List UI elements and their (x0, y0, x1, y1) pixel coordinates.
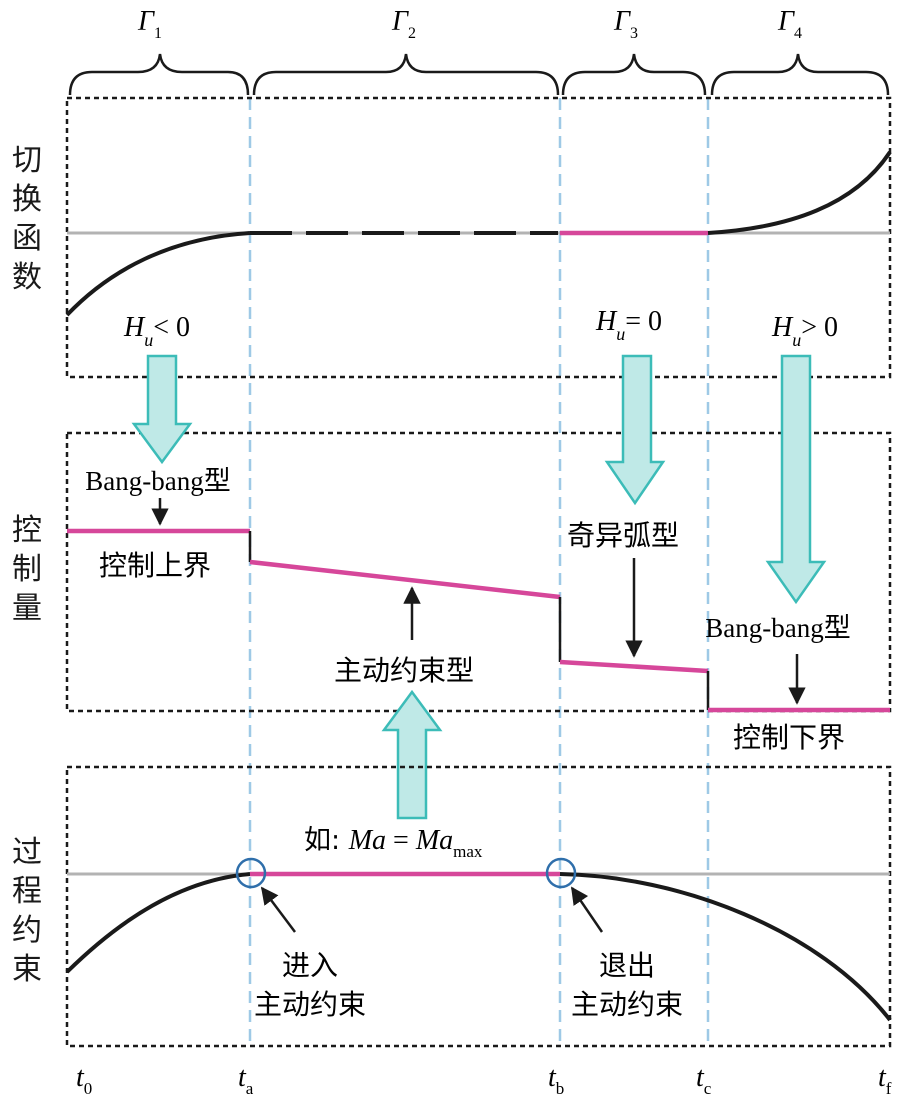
control-panel: 控 制 量 Bang-bang型 控制上界 主动约束型 奇异弧型 Bang-ba… (12, 431, 892, 754)
label-exit-line1: 退出 (599, 949, 655, 982)
condition-hu-zero: Hu= 0 (595, 306, 662, 344)
big-arrow-hu-zero (604, 354, 666, 506)
constraint-panel: 过 程 约 束 如: Ma = Mamax 进入 主动约束 退出 主动约束 (12, 765, 892, 1048)
switching-label-char-1: 切 (12, 143, 42, 178)
tick-t0: t0 (76, 1062, 92, 1098)
time-axis: t0 ta tb tc tf (76, 1062, 892, 1098)
label-enter-line1: 进入 (282, 949, 338, 982)
enter-constraint-marker (235, 857, 267, 889)
exit-constraint-marker (545, 857, 577, 889)
switching-panel-label: 切 换 函 数 (12, 143, 42, 295)
tick-ta: ta (238, 1062, 254, 1098)
phase-label-3: Γ3 (613, 6, 638, 42)
arrow-exit-constraint (570, 886, 604, 933)
constraint-label-char-1: 过 (12, 835, 42, 870)
label-lower-bound: 控制下界 (733, 721, 845, 754)
big-arrow-hu-positive (765, 354, 827, 605)
control-panel-label: 控 制 量 (12, 513, 42, 626)
condition-hu-positive: Hu> 0 (771, 312, 838, 350)
phase-brace-4 (710, 53, 890, 96)
big-arrow-hu-negative (131, 354, 193, 465)
phase-header-1: Γ1 (68, 6, 250, 96)
switching-label-char-3: 函 (12, 221, 42, 256)
switching-curve-gamma4 (707, 150, 892, 235)
big-arrow-active-constraint (381, 689, 443, 820)
phase-header-4: Γ4 (710, 6, 890, 96)
big-arrows (131, 354, 827, 820)
label-upper-bound: 控制上界 (99, 549, 211, 582)
phase-label-1: Γ1 (137, 6, 162, 42)
constraint-panel-label: 过 程 约 束 (12, 835, 42, 987)
control-label-char-2: 制 (12, 552, 42, 587)
constraint-panel-frame (65, 765, 892, 1048)
label-exit-line2: 主动约束 (571, 988, 683, 1021)
control-label-char-3: 量 (12, 591, 42, 626)
constraint-curve-fall (559, 872, 892, 1022)
label-active-constraint: 主动约束型 (334, 654, 474, 687)
label-bang-bang-top: Bang-bang型 (85, 466, 230, 496)
constraint-label-char-4: 束 (12, 952, 42, 987)
switching-panel-frame (65, 96, 892, 379)
switching-curve-gamma1 (65, 231, 251, 317)
phase-brace-3 (561, 53, 707, 96)
phase-brace-2 (252, 53, 560, 96)
control-active-constraint-segment (249, 559, 561, 600)
example-condition: 如: Ma = Mamax (304, 825, 483, 861)
switching-label-char-4: 数 (12, 260, 42, 295)
switching-label-char-2: 换 (12, 182, 42, 217)
tick-tc: tc (696, 1062, 712, 1098)
label-bang-bang-bottom: Bang-bang型 (705, 613, 850, 643)
phase-label-2: Γ2 (391, 6, 416, 42)
label-singular-arc: 奇异弧型 (567, 519, 679, 552)
condition-hu-negative: Hu< 0 (123, 312, 190, 350)
control-label-char-1: 控 (12, 513, 42, 548)
tick-tf: tf (878, 1062, 892, 1098)
phase-header-2: Γ2 (252, 6, 560, 96)
phase-header-3: Γ3 (561, 6, 707, 96)
constraint-curve-rise (65, 872, 251, 974)
arrow-enter-constraint (260, 886, 296, 933)
label-enter-line2: 主动约束 (254, 988, 366, 1021)
phase-label-4: Γ4 (777, 6, 802, 42)
control-singular-arc-segment (559, 659, 709, 674)
control-panel-frame (65, 431, 892, 713)
constraint-label-char-3: 约 (12, 913, 42, 948)
tick-tb: tb (548, 1062, 564, 1098)
phase-brace-1 (68, 53, 250, 96)
constraint-label-char-2: 程 (12, 874, 42, 909)
switching-function-panel: 切 换 函 数 Hu< 0 Hu= 0 Hu> 0 (12, 96, 892, 379)
